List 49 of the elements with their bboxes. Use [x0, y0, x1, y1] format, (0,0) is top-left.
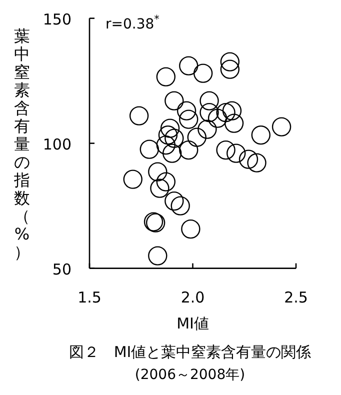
point: [272, 117, 292, 136]
point: [216, 140, 236, 160]
point: [179, 56, 198, 76]
point: [216, 102, 236, 122]
y-tick-label: 150: [42, 10, 72, 28]
point: [200, 91, 219, 110]
point: [187, 128, 206, 147]
point: [200, 102, 219, 122]
point: [164, 191, 184, 211]
annotation: r=0.38$^{*}$: [106, 13, 160, 32]
point: [247, 153, 266, 172]
point: [238, 150, 258, 169]
point: [181, 219, 200, 239]
point: [150, 178, 170, 198]
point: [156, 67, 176, 86]
point: [156, 172, 176, 192]
x-axis-title: MI値: [176, 314, 209, 332]
point: [220, 60, 240, 79]
point: [220, 52, 240, 72]
x-tick-label: 2.5: [284, 288, 308, 306]
y-tick-label: 50: [52, 260, 72, 278]
x-tick-label: 1.5: [78, 288, 102, 306]
point: [123, 170, 142, 189]
point: [193, 64, 213, 83]
point: [222, 101, 242, 120]
point: [162, 144, 182, 163]
point: [156, 135, 176, 155]
point: [148, 246, 168, 266]
text: 葉中窒素含有量の指数（%）: [14, 26, 30, 262]
x-tick-label: 2.0: [180, 288, 205, 306]
point: [170, 196, 190, 216]
point: [148, 162, 168, 182]
text: 図２ MI値と葉中窒素含有量の関係: [68, 343, 312, 361]
point: [160, 118, 180, 138]
point: [226, 144, 246, 163]
point: [176, 101, 196, 120]
point: [140, 140, 159, 159]
point: [164, 128, 184, 148]
point: [208, 108, 228, 128]
point: [164, 91, 184, 110]
point: [129, 106, 149, 126]
y-tick-label: 100: [42, 135, 72, 154]
point: [179, 140, 198, 160]
point: [224, 114, 244, 133]
point: [158, 125, 178, 145]
text: (2006～2008年): [134, 367, 246, 383]
point: [251, 125, 270, 145]
point: [198, 120, 217, 139]
point: [179, 110, 198, 129]
